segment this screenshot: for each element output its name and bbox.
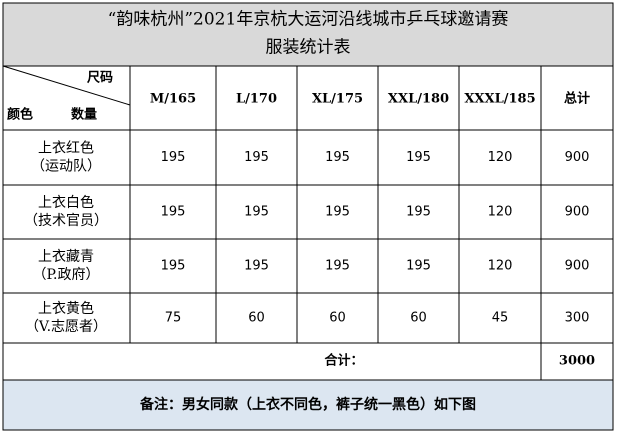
cell: 195 <box>244 205 269 220</box>
cell: 60 <box>329 311 346 326</box>
cell: 60 <box>248 311 265 326</box>
cell: 75 <box>165 311 182 326</box>
cell: 195 <box>325 259 350 274</box>
row-label: （运动队） <box>31 159 101 175</box>
corner-count: 数量 <box>71 107 97 123</box>
cell: 195 <box>406 259 431 274</box>
row-label: （P.政府） <box>32 267 99 283</box>
total-label: 合计： <box>324 353 363 369</box>
row-label: 上衣白色 <box>38 194 94 211</box>
row-label: 上衣红色 <box>38 140 94 157</box>
row-label: （技术官员） <box>24 213 108 229</box>
corner-color: 颜色 <box>7 107 33 123</box>
cell: 195 <box>325 150 350 165</box>
cell: 120 <box>488 205 513 220</box>
row-label: 上衣黄色 <box>38 300 94 317</box>
border <box>2 2 614 431</box>
grid <box>2 2 614 431</box>
cell: 195 <box>161 259 186 274</box>
cell: 45 <box>492 311 509 326</box>
cell: 900 <box>565 259 590 274</box>
cell: 900 <box>565 205 590 220</box>
cell: 195 <box>244 150 269 165</box>
cell: 900 <box>565 150 590 165</box>
cell: 195 <box>325 205 350 220</box>
title-background <box>3 3 613 66</box>
diagonal <box>2 65 131 106</box>
cell: 195 <box>406 205 431 220</box>
cell: 195 <box>161 150 186 165</box>
note-background <box>3 380 613 430</box>
cell: 60 <box>410 311 427 326</box>
cell: 120 <box>488 259 513 274</box>
corner-size: 尺码 <box>87 71 113 86</box>
column-header: XL/175 <box>312 92 363 107</box>
cell: 195 <box>406 150 431 165</box>
column-header: M/165 <box>150 92 196 107</box>
row-label: 上衣藏青 <box>38 249 94 265</box>
column-header: XXL/180 <box>388 92 449 107</box>
cell: 195 <box>244 259 269 274</box>
column-header: XXXL/185 <box>464 92 535 107</box>
cell: 195 <box>161 205 186 220</box>
title: “韵味杭州”2021年京杭大运河沿线城市乒乓球邀请赛 <box>108 9 509 30</box>
total-value: 3000 <box>559 354 595 369</box>
row-label: （V.志愿者） <box>25 319 107 335</box>
column-header: L/170 <box>236 92 277 107</box>
cell: 300 <box>565 311 590 326</box>
cell: 120 <box>488 150 513 165</box>
subtitle: 服装统计表 <box>266 38 351 58</box>
note: 备注：男女同款（上衣不同色，裤子统一黑色）如下图 <box>139 396 476 413</box>
column-header: 总计 <box>564 91 590 107</box>
